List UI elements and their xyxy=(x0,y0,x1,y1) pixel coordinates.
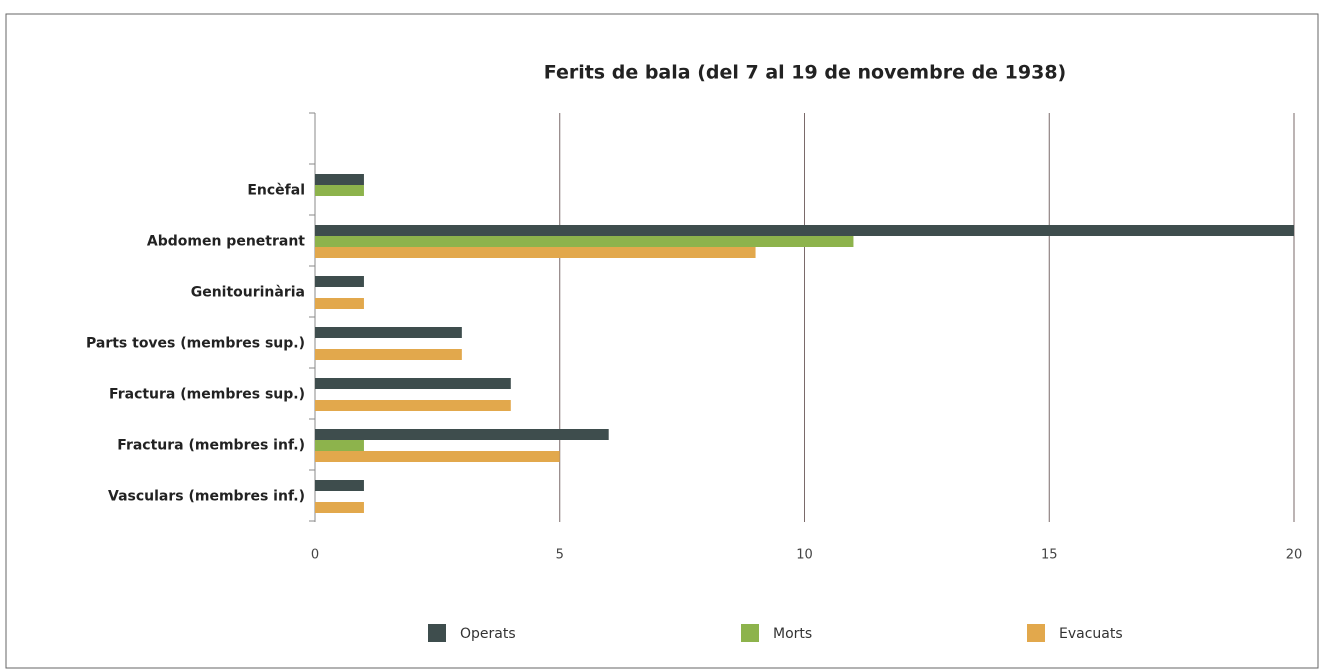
bar xyxy=(315,480,364,491)
legend-swatch xyxy=(428,624,446,642)
legend-label: Evacuats xyxy=(1059,626,1123,642)
bar xyxy=(315,236,854,247)
chart-title: Ferits de bala (del 7 al 19 de novembre … xyxy=(544,62,1066,84)
bar xyxy=(315,174,364,185)
bar xyxy=(315,429,609,440)
legend-label: Operats xyxy=(460,626,516,642)
x-tick-label: 15 xyxy=(1041,548,1058,563)
y-tick-label: Genitourinària xyxy=(191,285,305,301)
bar xyxy=(315,378,511,389)
x-tick-label: 20 xyxy=(1286,548,1303,563)
bar xyxy=(315,225,1294,236)
bar xyxy=(315,298,364,309)
y-tick-label: Vasculars (membres inf.) xyxy=(108,489,305,505)
bar xyxy=(315,502,364,513)
x-tick-label: 5 xyxy=(556,548,564,563)
bar xyxy=(315,440,364,451)
bar xyxy=(315,247,756,258)
y-tick-label: Fractura (membres sup.) xyxy=(109,387,305,403)
legend-swatch xyxy=(741,624,759,642)
y-tick-label: Parts toves (membres sup.) xyxy=(86,336,305,352)
legend-swatch xyxy=(1027,624,1045,642)
y-tick-label: Fractura (membres inf.) xyxy=(117,438,305,454)
bar xyxy=(315,276,364,287)
bar xyxy=(315,451,560,462)
x-tick-label: 0 xyxy=(311,548,319,563)
bar xyxy=(315,349,462,360)
bar xyxy=(315,327,462,338)
x-tick-label: 10 xyxy=(796,548,813,563)
frame xyxy=(5,13,1319,669)
bar xyxy=(315,400,511,411)
y-tick-label: Encèfal xyxy=(247,183,305,199)
bar xyxy=(315,185,364,196)
y-tick-label: Abdomen penetrant xyxy=(147,234,305,250)
legend-label: Morts xyxy=(773,626,812,642)
